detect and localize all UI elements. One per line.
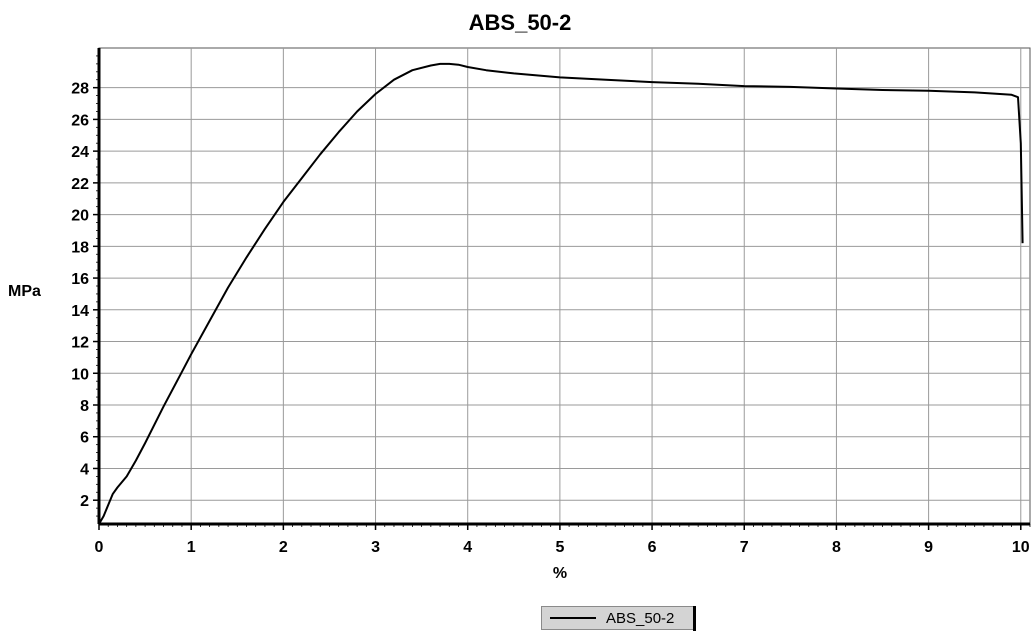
y-tick-label: 12 <box>71 335 89 352</box>
y-tick-label: 14 <box>71 303 89 320</box>
series-layer <box>98 62 1024 525</box>
legend: ABS_50-2 <box>541 606 695 630</box>
legend-edge <box>693 606 696 631</box>
y-tick-label: 8 <box>80 398 89 415</box>
y-tick-label: 6 <box>80 430 89 447</box>
x-tick-label: 2 <box>279 539 288 556</box>
chart-title: ABS_50-2 <box>469 10 572 35</box>
y-tick-label: 22 <box>71 176 89 193</box>
x-tick-label: 1 <box>187 539 196 556</box>
grid <box>98 47 1031 525</box>
x-tick-label: 10 <box>1012 539 1030 556</box>
y-tick-label: 10 <box>71 366 89 383</box>
y-tick-label: 4 <box>80 461 89 478</box>
y-tick-label: 28 <box>71 81 89 98</box>
x-tick-label: 4 <box>463 539 472 556</box>
y-tick-label: 18 <box>71 239 89 256</box>
legend-label: ABS_50-2 <box>606 609 675 627</box>
axes <box>93 48 1031 530</box>
y-axis-label: MPa <box>8 283 41 300</box>
x-axis-label: % <box>553 565 567 582</box>
x-tick-label: 9 <box>924 539 933 556</box>
y-tick-label: 24 <box>71 144 89 161</box>
y-tick-label: 20 <box>71 208 89 225</box>
y-tick-label: 2 <box>80 493 89 510</box>
x-tick-label: 6 <box>648 539 657 556</box>
x-tick-labels: 0 1 2 3 4 5 6 7 8 9 10 <box>95 539 1030 556</box>
x-tick-label: 7 <box>740 539 749 556</box>
x-tick-label: 8 <box>832 539 841 556</box>
x-tick-label: 0 <box>95 539 104 556</box>
legend-line-swatch <box>550 617 596 619</box>
x-tick-label: 3 <box>371 539 380 556</box>
series-line <box>98 62 1024 525</box>
x-tick-label: 5 <box>555 539 564 556</box>
plot-area <box>98 47 1031 525</box>
y-tick-label: 16 <box>71 271 89 288</box>
y-tick-label: 26 <box>71 112 89 129</box>
